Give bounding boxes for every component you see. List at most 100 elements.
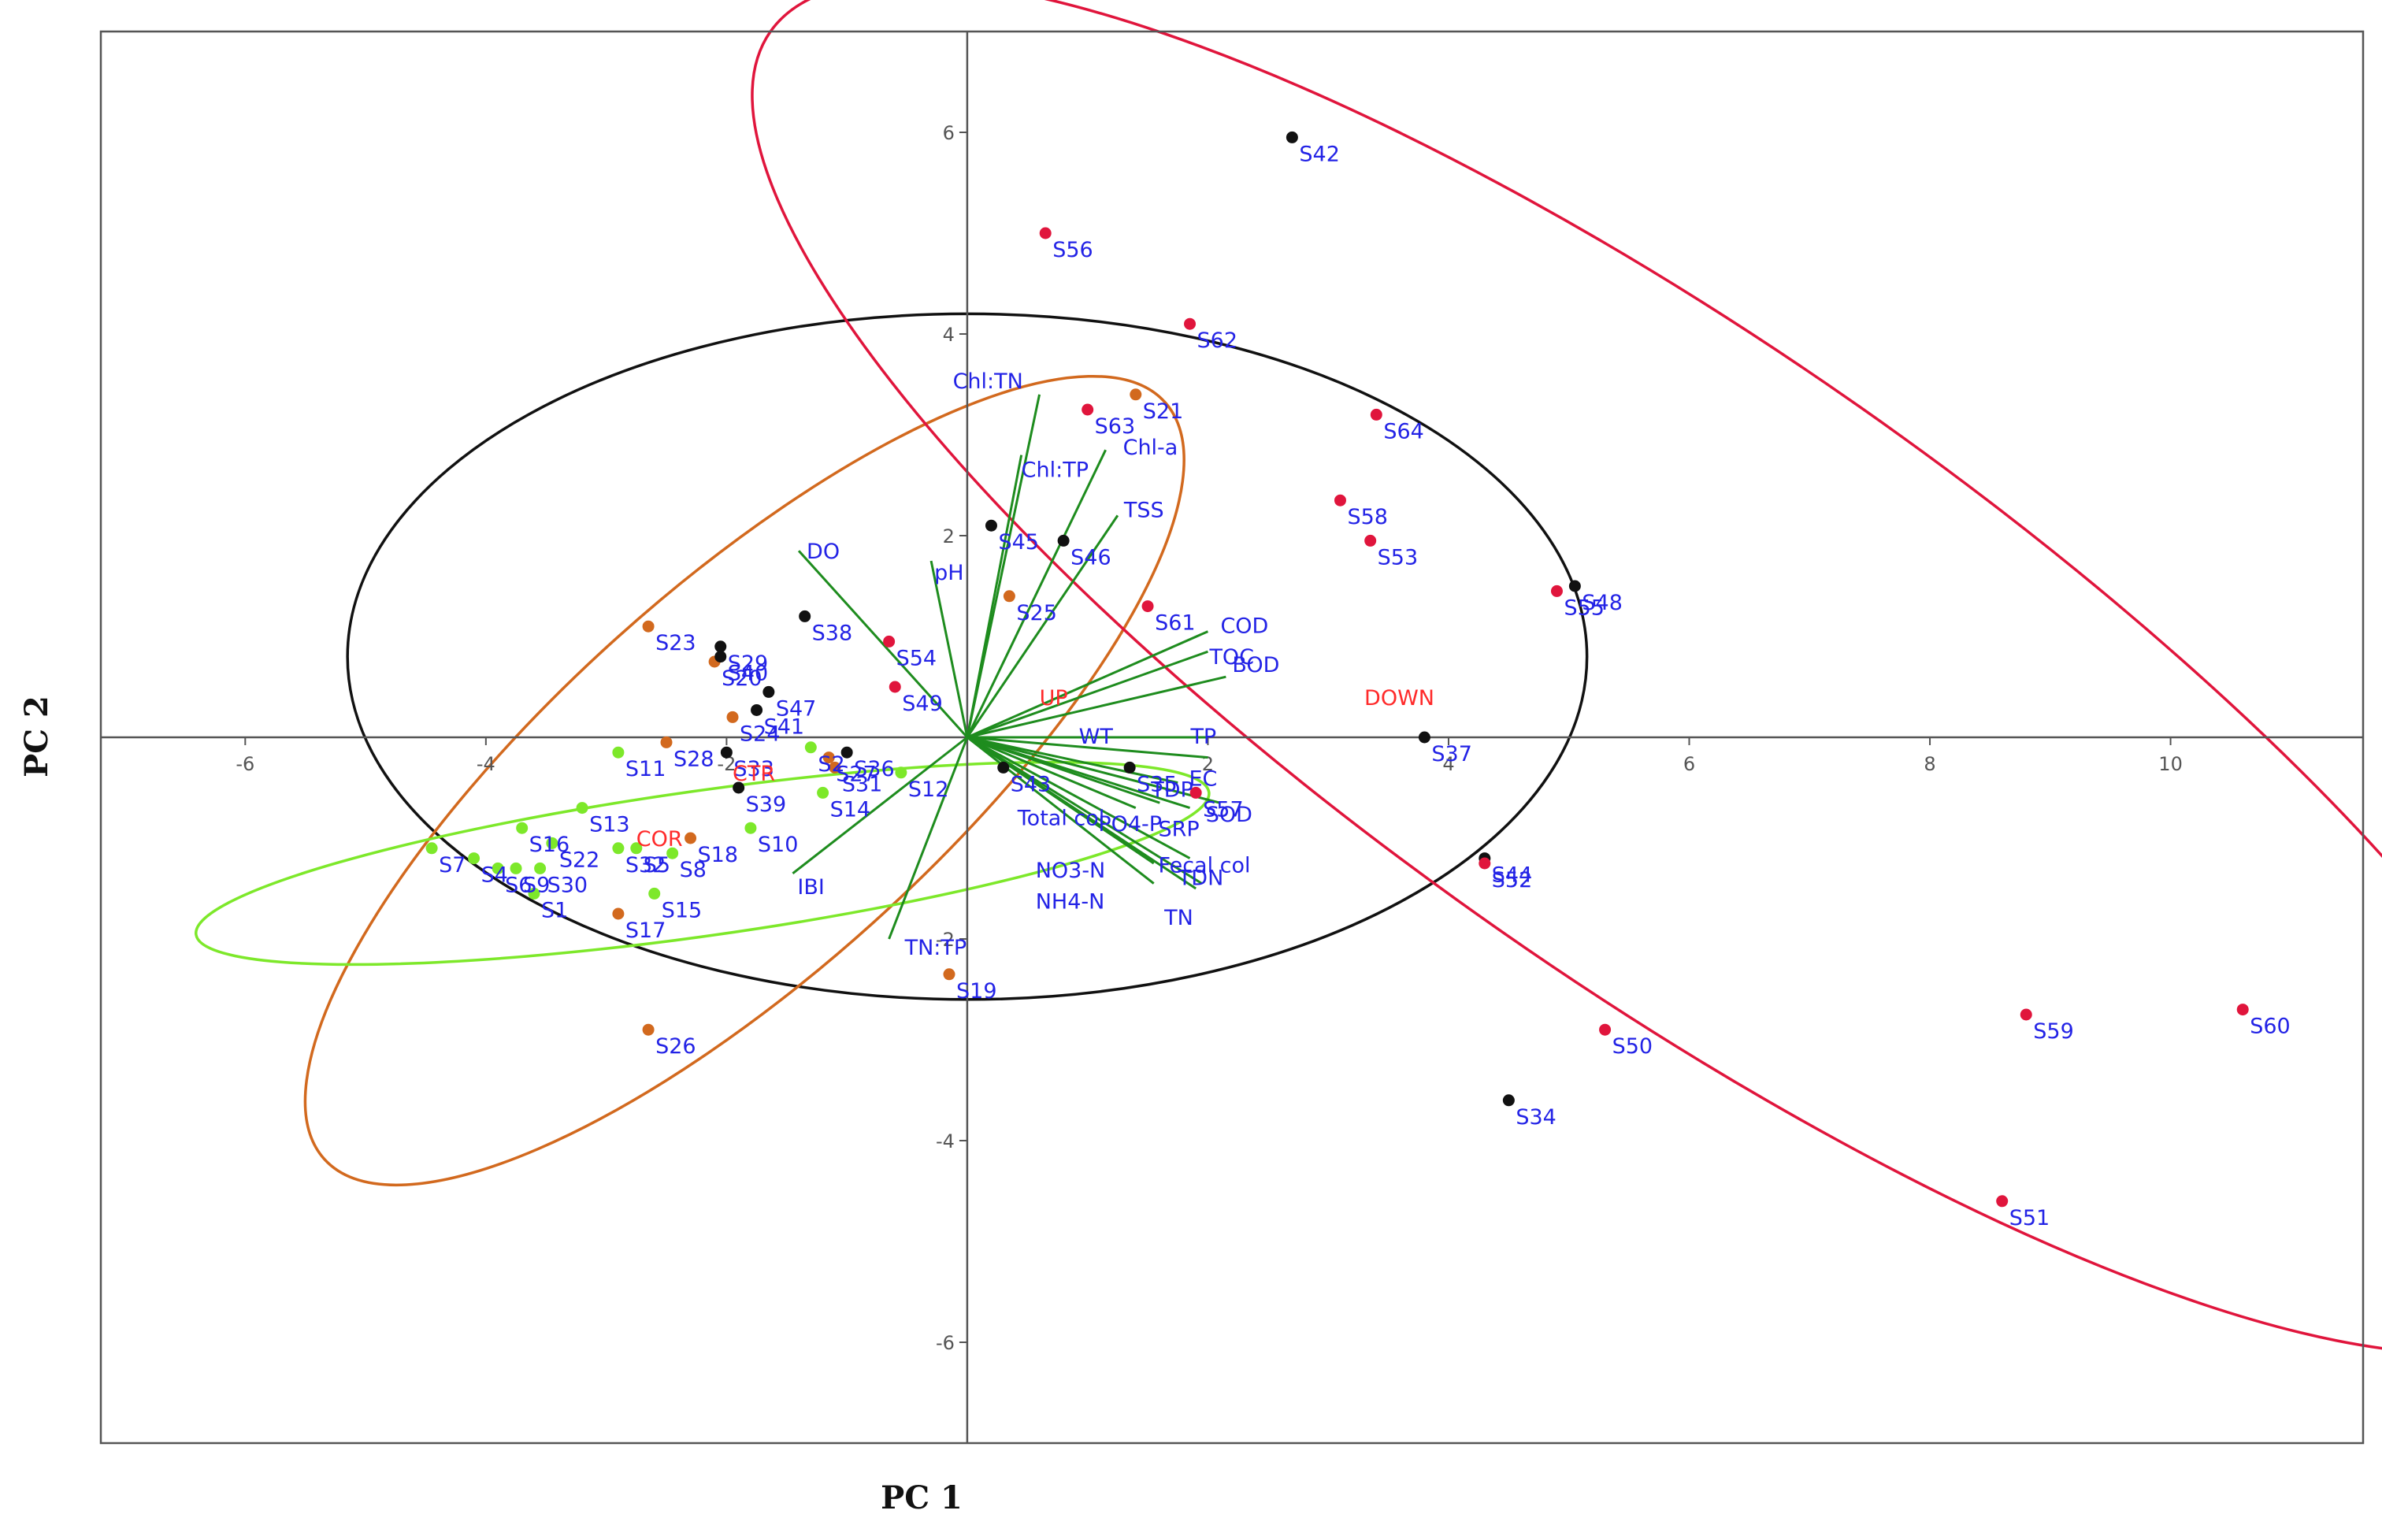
x-tick-label: 2 <box>1202 753 1214 775</box>
ellipses-layer <box>195 0 2382 1355</box>
point-label-s30: S30 <box>547 873 588 897</box>
point-label-s2: S2 <box>818 752 844 777</box>
loading-vector-ph <box>929 560 969 738</box>
point-s12 <box>895 766 907 779</box>
point-s5 <box>630 842 643 855</box>
point-s52 <box>1479 857 1491 870</box>
point-label-s51: S51 <box>2009 1206 2050 1230</box>
loading-vector-bod <box>967 675 1226 739</box>
loading-vector-chl-tp <box>966 455 1023 738</box>
point-s55 <box>1550 584 1563 597</box>
point-s26 <box>642 1023 655 1036</box>
point-s36 <box>840 746 853 759</box>
point-s32 <box>612 842 625 855</box>
point-s59 <box>2020 1008 2032 1021</box>
loading-vector-sod <box>967 736 1221 804</box>
point-label-s23: S23 <box>655 631 696 655</box>
point-s23 <box>642 620 655 633</box>
loading-vector-ibi <box>792 736 968 874</box>
point-s29 <box>714 640 727 653</box>
loading-label-tss: TSS <box>1123 498 1164 522</box>
y-tick-label: -6 <box>936 1332 955 1354</box>
loading-label-chl-tn: Chl:TN <box>953 369 1023 394</box>
point-s53 <box>1364 534 1377 547</box>
point-label-s15: S15 <box>662 898 703 922</box>
point-s14 <box>817 786 829 799</box>
point-s58 <box>1334 494 1346 507</box>
y-tick-label: 6 <box>943 122 955 144</box>
loading-vector-tn-tp <box>888 737 969 940</box>
point-s50 <box>1599 1023 1612 1036</box>
point-label-s19: S19 <box>956 979 997 1004</box>
point-label-s26: S26 <box>655 1034 696 1059</box>
point-label-s33: S33 <box>733 757 774 781</box>
point-label-s63: S63 <box>1095 414 1136 439</box>
point-s38 <box>799 610 811 622</box>
point-label-s11: S11 <box>625 757 666 781</box>
point-s10 <box>744 822 757 834</box>
point-label-s62: S62 <box>1197 328 1238 353</box>
point-s6 <box>492 862 504 874</box>
x-tick-label: -6 <box>236 753 254 775</box>
loading-vector-srp <box>967 736 1190 810</box>
point-s25 <box>1003 590 1015 603</box>
loading-vector-chl-a <box>966 449 1107 738</box>
point-label-s55: S55 <box>1564 596 1605 620</box>
point-label-s28: S28 <box>673 747 714 771</box>
loading-label-chl-tp: Chl:TP <box>1022 458 1089 483</box>
point-label-s14: S14 <box>830 797 871 822</box>
x-tick-label: -2 <box>717 753 736 775</box>
point-label-s42: S42 <box>1299 142 1340 166</box>
point-s2 <box>804 741 817 754</box>
group-label-down: DOWN <box>1364 686 1434 711</box>
loading-label-tp: TP <box>1189 725 1216 749</box>
loading-label-srp: SRP <box>1159 818 1200 842</box>
y-tick-label: -4 <box>936 1130 955 1152</box>
loading-vector-ec <box>967 736 1208 759</box>
loading-label-no3-n: NO3-N <box>1036 859 1106 883</box>
point-s51 <box>1996 1195 2009 1208</box>
point-s62 <box>1184 317 1197 330</box>
loading-label-nh4-n: NH4-N <box>1036 890 1105 915</box>
loading-vector-total-col <box>967 736 1137 809</box>
point-label-s37: S37 <box>1431 742 1472 766</box>
point-label-s64: S64 <box>1383 419 1424 443</box>
point-label-s29: S29 <box>728 651 769 676</box>
point-s35 <box>1123 761 1136 774</box>
ellipse-cor <box>195 760 1211 967</box>
point-label-s12: S12 <box>908 777 949 802</box>
point-s17 <box>612 907 625 920</box>
point-label-s17: S17 <box>625 918 666 943</box>
point-s61 <box>1141 600 1154 613</box>
point-label-s54: S54 <box>896 646 937 670</box>
point-label-s24: S24 <box>740 722 781 746</box>
point-s37 <box>1418 731 1430 744</box>
point-label-s7: S7 <box>439 853 466 878</box>
group-label-cor: COR <box>636 827 683 852</box>
point-label-s57: S57 <box>1203 797 1244 822</box>
loading-vector-cod <box>967 630 1209 739</box>
loading-label-ec: EC <box>1189 767 1217 792</box>
point-s8 <box>666 847 679 859</box>
point-label-s40: S40 <box>728 662 769 686</box>
point-label-s53: S53 <box>1378 545 1419 570</box>
group-label-ctr: CTR <box>733 762 775 786</box>
loading-vector-tdn <box>967 736 1203 885</box>
point-s9 <box>510 862 522 874</box>
point-s21 <box>1130 388 1142 401</box>
x-tick-label: 10 <box>2158 753 2183 775</box>
point-label-s34: S34 <box>1516 1105 1556 1130</box>
y-tick-label: -2 <box>936 929 955 951</box>
point-s15 <box>648 887 661 900</box>
point-s57 <box>1189 786 1202 799</box>
point-s47 <box>762 685 775 698</box>
point-label-s31: S31 <box>842 772 883 796</box>
point-label-s8: S8 <box>680 858 707 882</box>
loading-label-total-col: Total col <box>1017 807 1105 831</box>
point-label-s39: S39 <box>746 792 787 817</box>
loading-vector-fecal-col <box>967 736 1191 859</box>
loading-vector-nh4-n <box>966 736 1155 885</box>
loading-vector-toc <box>967 650 1208 739</box>
